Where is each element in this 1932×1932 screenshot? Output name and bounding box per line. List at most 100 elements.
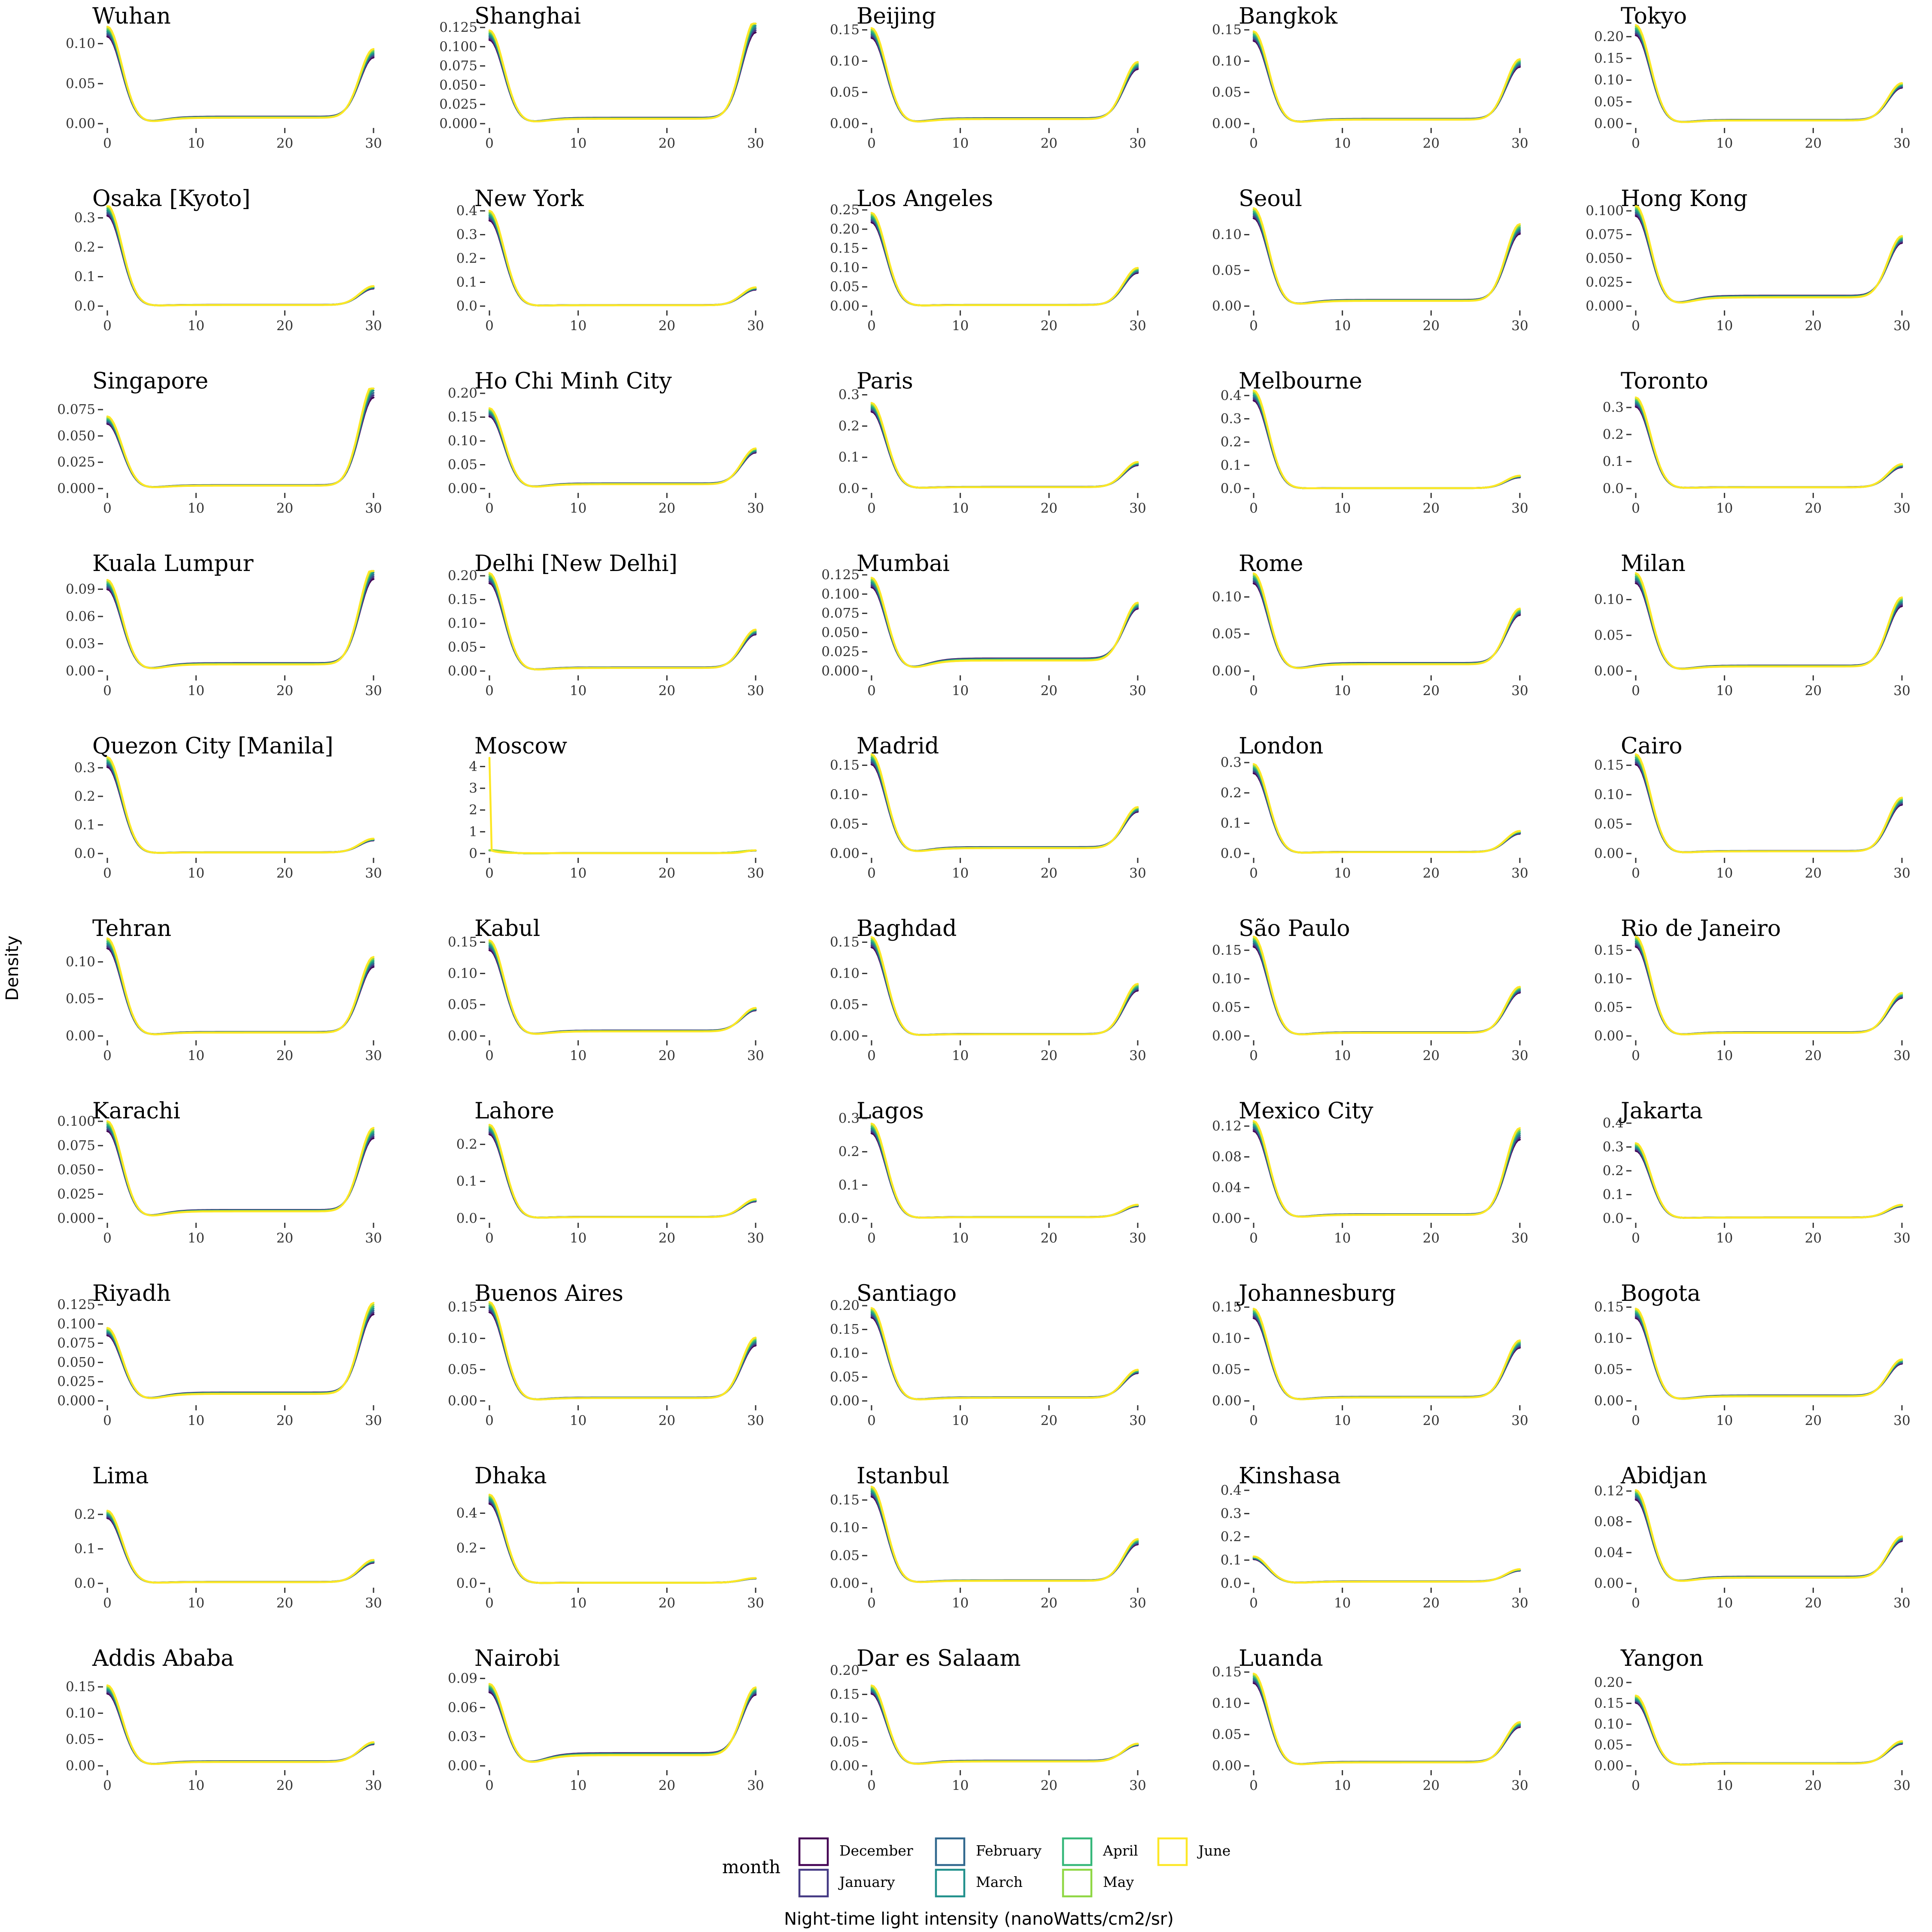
y-tick-label: 0.0	[74, 1576, 95, 1591]
series-line-december	[1634, 1150, 1903, 1219]
series-line-january	[106, 1128, 375, 1216]
x-tick-label: 20	[1805, 1413, 1822, 1428]
series-line-june	[870, 1122, 1139, 1219]
series-line-december	[488, 31, 757, 122]
panel-title: Kabul	[474, 916, 540, 942]
series-line-april	[870, 405, 1139, 489]
panel-bogota: Bogota 0.00 0.05 0.10 0.15 0 10 20 30	[1594, 1281, 1911, 1428]
panel-delhi-new-delhi: Delhi [New Delhi] 0.00 0.05 0.10 0.15 0.20 0 10…	[448, 551, 764, 699]
series-line-may	[106, 1303, 375, 1399]
x-tick-label: 20	[1423, 1595, 1440, 1611]
series-line-january	[106, 576, 375, 669]
y-tick-label: 0.10	[830, 787, 860, 802]
x-tick-label: 10	[570, 1048, 586, 1063]
y-tick-label: 0.100	[1586, 203, 1624, 219]
series-line-december	[1634, 1498, 1903, 1582]
series-line-february	[488, 1308, 757, 1400]
series-line-may	[1252, 1555, 1521, 1584]
series-line-may	[1252, 32, 1521, 123]
series-line-march	[106, 389, 375, 488]
panel-title: Melbourne	[1239, 368, 1362, 394]
x-tick-label: 0	[1631, 501, 1640, 516]
series-line-june	[1252, 1555, 1521, 1584]
panel-title: Dhaka	[474, 1463, 547, 1489]
x-tick-label: 20	[1041, 866, 1057, 881]
x-tick-label: 30	[1511, 1048, 1528, 1063]
x-tick-label: 20	[1041, 136, 1057, 151]
panel-kuala-lumpur: Kuala Lumpur 0.00 0.03 0.06 0.09 0 10 20 30	[66, 551, 382, 699]
y-tick-label: 0.050	[1586, 251, 1624, 266]
y-tick-label: 0.10	[448, 1331, 477, 1346]
series-line-december	[106, 396, 375, 488]
series-line-june	[870, 753, 1139, 852]
series-line-february	[1252, 769, 1521, 854]
y-tick-label: 0.050	[57, 1355, 95, 1370]
series-line-may	[1252, 209, 1521, 305]
y-tick-label: 0.05	[66, 991, 95, 1007]
panel-title: Wuhan	[92, 3, 171, 29]
series-line-february	[1634, 211, 1903, 304]
series-line-december	[106, 1517, 375, 1584]
series-line-april	[106, 1687, 375, 1765]
legend-item-march: March	[935, 1868, 1023, 1898]
y-tick-label: 0.3	[838, 387, 860, 403]
series-line-january	[870, 584, 1139, 668]
y-tick-label: 0.1	[838, 1177, 860, 1193]
x-tick-label: 30	[1511, 1778, 1528, 1793]
x-tick-label: 30	[1893, 1413, 1910, 1428]
x-tick-label: 10	[570, 318, 586, 334]
series-line-march	[106, 1513, 375, 1584]
x-tick-label: 0	[485, 1413, 494, 1428]
y-tick-label: 0.05	[830, 1548, 860, 1563]
x-tick-label: 10	[570, 1413, 586, 1428]
y-tick-label: 0.15	[1594, 51, 1624, 66]
panel-title: Istanbul	[857, 1463, 949, 1489]
series-line-april	[1252, 939, 1521, 1036]
series-line-march	[1252, 1557, 1521, 1584]
panel-riyadh: Riyadh 0.000 0.025 0.050 0.075 0.100 0.125 0 10 2…	[57, 1281, 382, 1428]
series-line-march	[1252, 394, 1521, 489]
y-tick-label: 0.050	[57, 1162, 95, 1178]
series-line-february	[1634, 579, 1903, 670]
y-tick-label: 0.05	[830, 279, 860, 295]
series-line-may	[870, 938, 1139, 1036]
x-tick-label: 20	[1805, 1595, 1822, 1611]
series-line-january	[1252, 216, 1521, 305]
y-tick-label: 0.0	[838, 481, 860, 496]
x-tick-label: 30	[365, 1595, 382, 1611]
y-tick-label: 0.075	[821, 606, 860, 621]
x-tick-label: 20	[1423, 1230, 1440, 1246]
series-line-march	[1252, 35, 1521, 123]
series-line-january	[1634, 944, 1903, 1036]
series-line-may	[488, 1495, 757, 1584]
series-line-january	[870, 35, 1139, 122]
series-line-june	[106, 937, 375, 1036]
y-tick-label: 0.15	[1212, 942, 1242, 958]
series-line-february	[870, 943, 1139, 1036]
series-line-june	[1634, 753, 1903, 854]
y-tick-label: 0.4	[456, 1505, 477, 1521]
panel-title: Shanghai	[474, 3, 581, 29]
x-tick-label: 30	[1893, 1595, 1910, 1611]
series-line-december	[1634, 34, 1903, 123]
y-tick-label: 0.15	[66, 1679, 95, 1695]
legend-title: month	[722, 1856, 781, 1877]
series-line-april	[488, 1496, 757, 1584]
x-tick-label: 0	[103, 1413, 112, 1428]
series-line-february	[106, 762, 375, 854]
x-tick-label: 0	[1249, 136, 1258, 151]
y-tick-label: 0.0	[456, 298, 477, 314]
y-tick-label: 0.10	[830, 260, 860, 275]
series-line-february	[870, 1690, 1139, 1765]
x-tick-label: 30	[747, 1230, 764, 1246]
y-tick-label: 0.05	[830, 1735, 860, 1750]
x-tick-label: 30	[1129, 683, 1146, 699]
series-line-june	[870, 402, 1139, 489]
y-tick-label: 0.100	[821, 586, 860, 602]
series-line-june	[1252, 1307, 1521, 1400]
series-line-april	[488, 1304, 757, 1400]
series-line-april	[1634, 1311, 1903, 1400]
x-tick-label: 20	[1805, 1048, 1822, 1063]
y-tick-label: 0.3	[1603, 1139, 1624, 1155]
series-line-january	[1634, 580, 1903, 670]
